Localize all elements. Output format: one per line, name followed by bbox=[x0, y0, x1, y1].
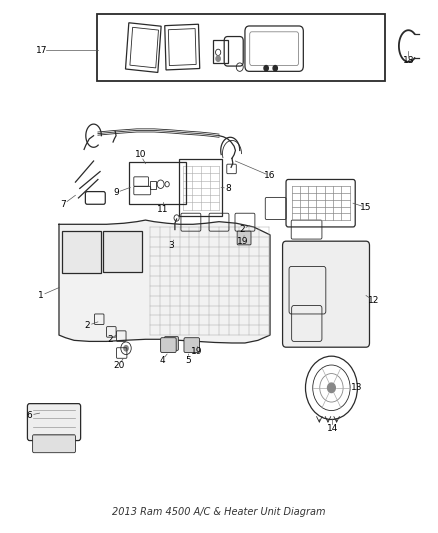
FancyBboxPatch shape bbox=[62, 231, 101, 273]
Circle shape bbox=[124, 345, 128, 351]
Circle shape bbox=[328, 383, 336, 393]
Text: 20: 20 bbox=[113, 361, 124, 370]
FancyBboxPatch shape bbox=[165, 337, 178, 350]
Text: 17: 17 bbox=[36, 46, 47, 55]
Text: 3: 3 bbox=[169, 241, 174, 250]
Text: 2013 Ram 4500 A/C & Heater Unit Diagram: 2013 Ram 4500 A/C & Heater Unit Diagram bbox=[112, 507, 326, 517]
Text: 4: 4 bbox=[159, 356, 165, 365]
Text: 14: 14 bbox=[327, 424, 338, 433]
FancyBboxPatch shape bbox=[184, 338, 200, 352]
Text: 5: 5 bbox=[185, 356, 191, 365]
Circle shape bbox=[264, 66, 268, 71]
FancyBboxPatch shape bbox=[32, 435, 75, 453]
Text: 19: 19 bbox=[191, 348, 202, 357]
Text: 7: 7 bbox=[60, 200, 66, 209]
FancyBboxPatch shape bbox=[103, 231, 142, 272]
FancyBboxPatch shape bbox=[283, 241, 370, 347]
Circle shape bbox=[216, 56, 220, 61]
Text: 1: 1 bbox=[38, 291, 44, 300]
Circle shape bbox=[273, 66, 277, 71]
Text: 12: 12 bbox=[368, 296, 379, 305]
Text: 15: 15 bbox=[360, 203, 372, 212]
Text: 2: 2 bbox=[107, 335, 113, 344]
FancyBboxPatch shape bbox=[237, 231, 251, 245]
Polygon shape bbox=[59, 220, 270, 343]
Text: 9: 9 bbox=[113, 188, 119, 197]
FancyBboxPatch shape bbox=[28, 403, 81, 441]
Text: 16: 16 bbox=[264, 171, 276, 180]
Text: 2: 2 bbox=[85, 321, 90, 330]
Text: 13: 13 bbox=[351, 383, 362, 392]
Text: 18: 18 bbox=[403, 56, 414, 66]
Text: 8: 8 bbox=[226, 184, 231, 193]
FancyBboxPatch shape bbox=[161, 338, 176, 352]
Text: 11: 11 bbox=[157, 205, 169, 214]
Text: 6: 6 bbox=[27, 411, 32, 420]
Text: 19: 19 bbox=[237, 237, 248, 246]
Text: 2: 2 bbox=[240, 225, 245, 234]
Text: 10: 10 bbox=[134, 150, 146, 159]
